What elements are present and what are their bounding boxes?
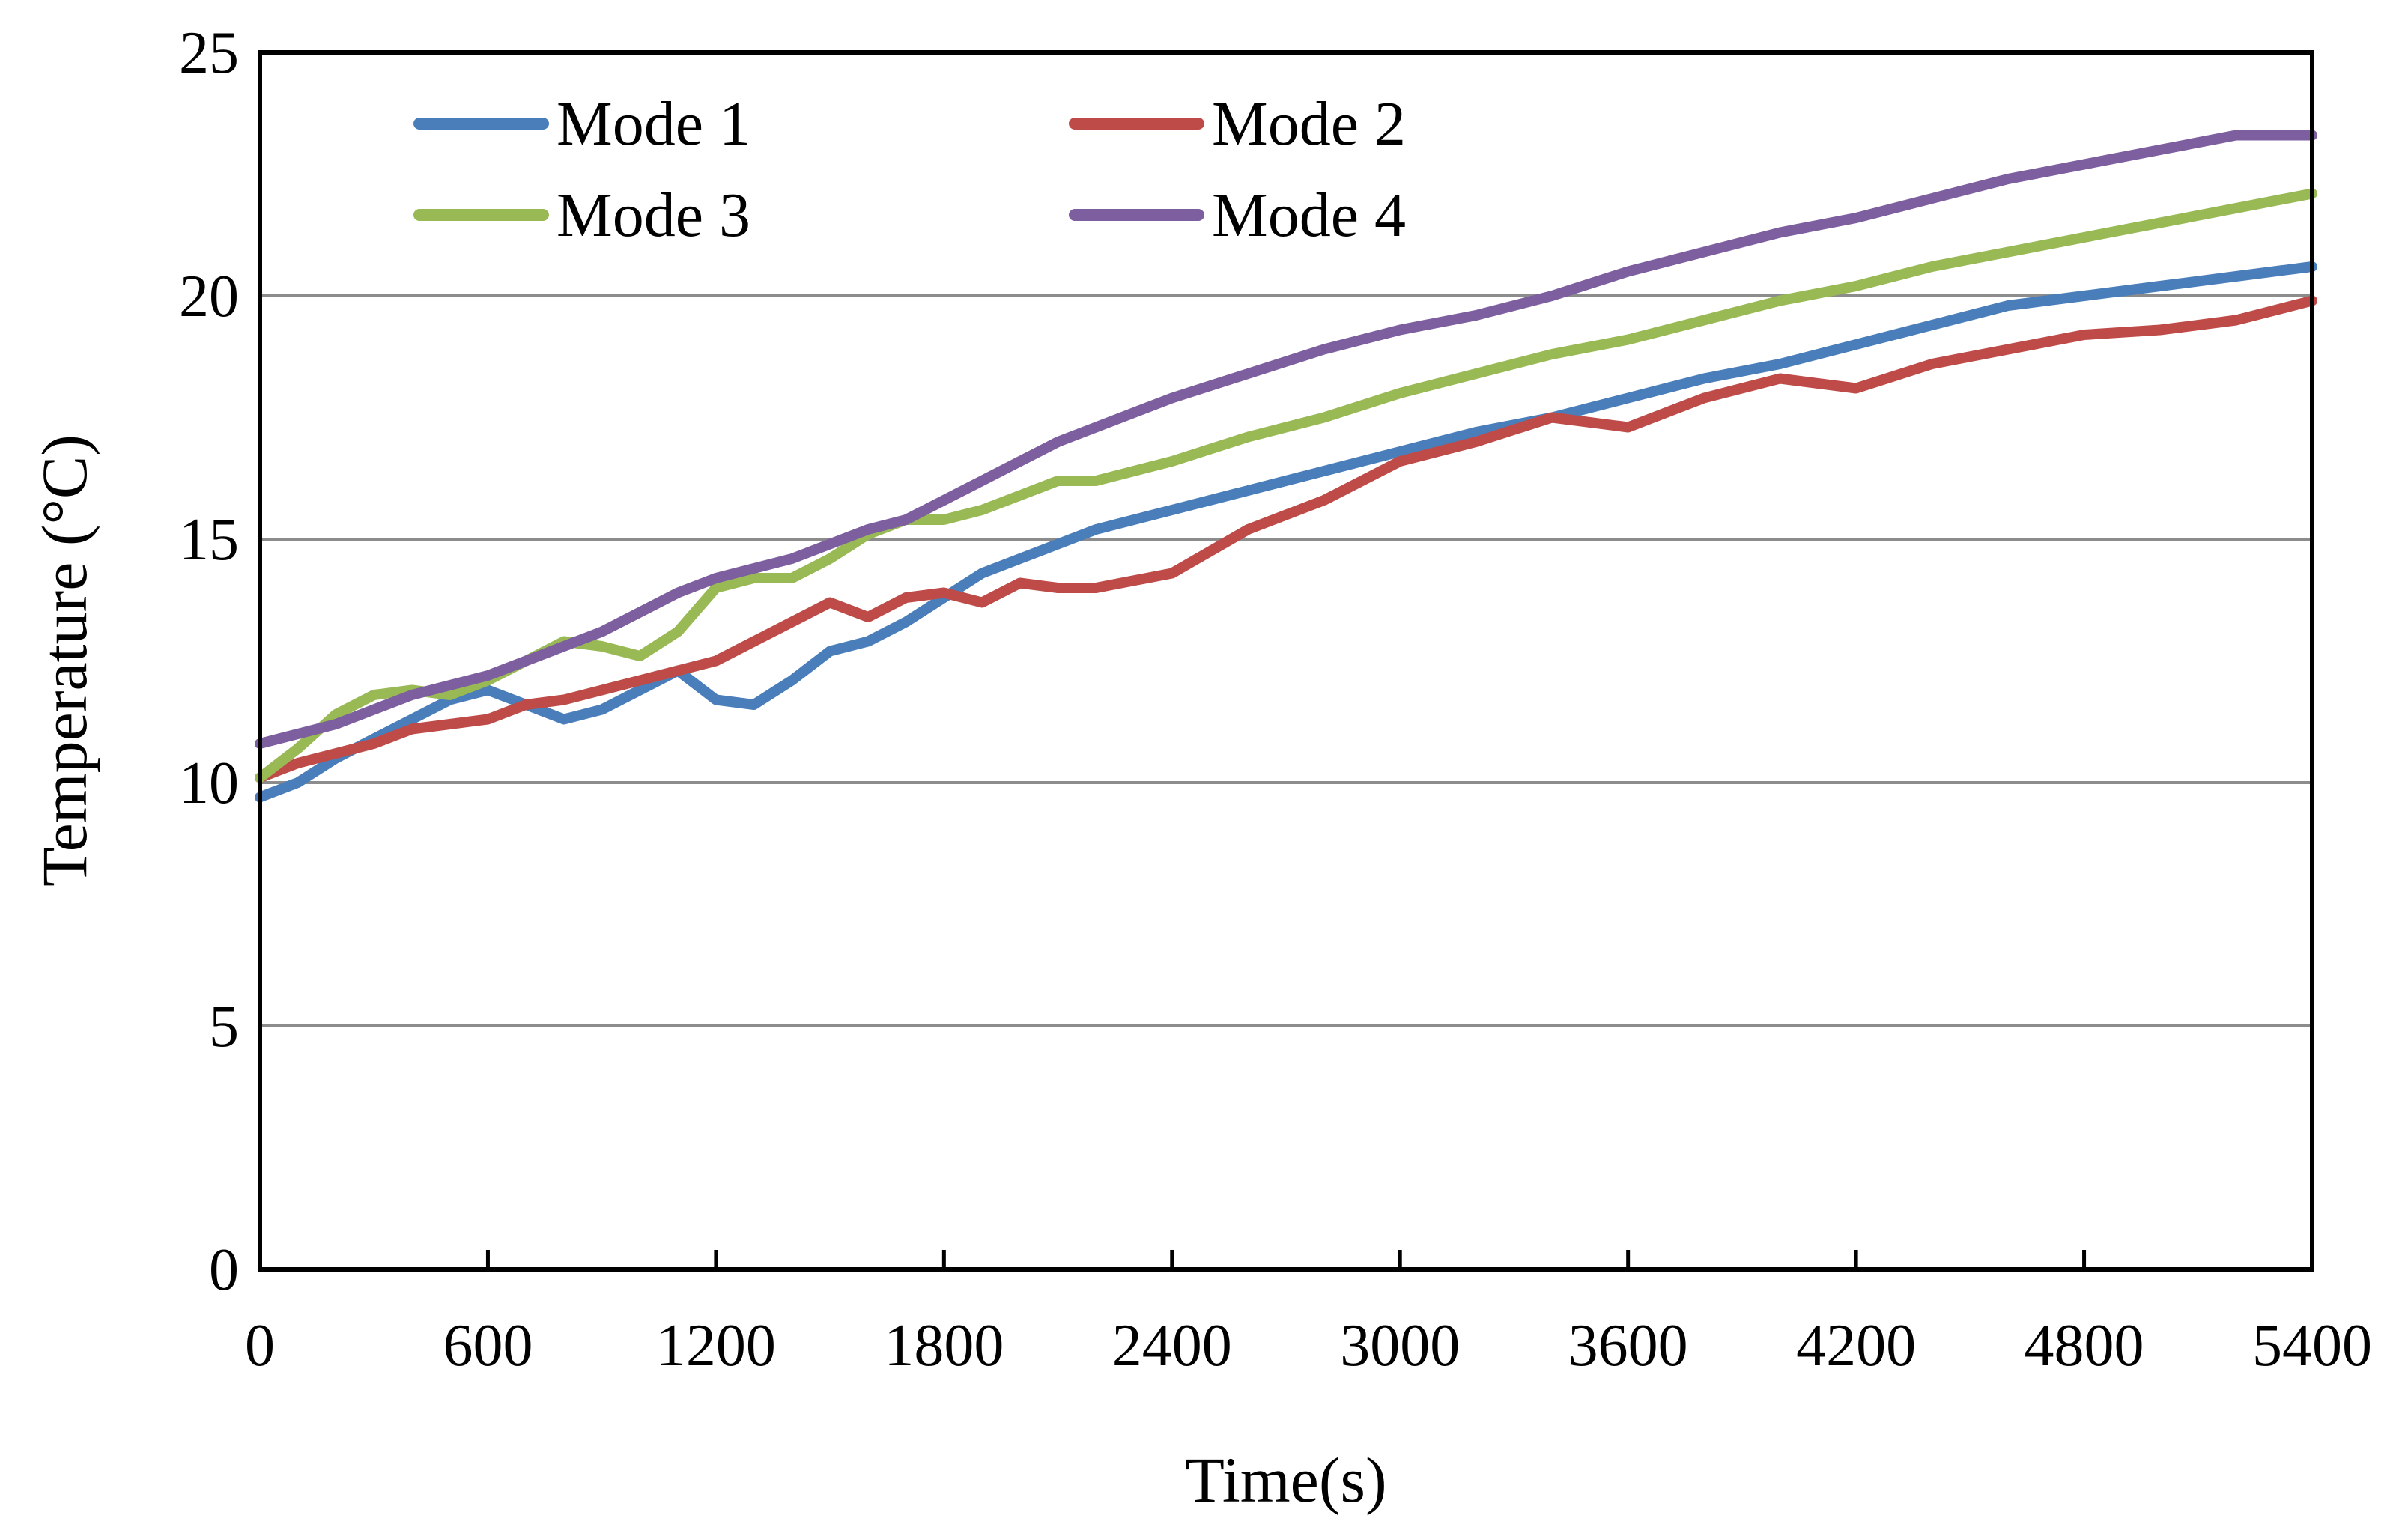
x-axis-title: Time(s) xyxy=(1185,1444,1386,1516)
legend-item-mode-2: Mode 2 xyxy=(1069,89,1406,159)
gridlines xyxy=(260,294,2312,1027)
legend-label-mode-1: Mode 1 xyxy=(556,89,750,159)
legend-label-mode-3: Mode 3 xyxy=(556,180,750,250)
legend-item-mode-3: Mode 3 xyxy=(413,180,750,250)
x-tick-label-600: 600 xyxy=(443,1313,533,1379)
x-tick-label-4800: 4800 xyxy=(2025,1313,2144,1379)
series-line-mode-2 xyxy=(255,295,2317,783)
y-axis-title: Temperature (°C) xyxy=(28,434,100,887)
y-tick-label-0: 0 xyxy=(209,1237,239,1303)
x-tick-label-1200: 1200 xyxy=(656,1313,776,1379)
y-tick-label-25: 25 xyxy=(179,20,239,86)
y-tick-label-15: 15 xyxy=(179,507,239,573)
x-tick-label-5400: 5400 xyxy=(2252,1313,2372,1379)
series-line-mode-1 xyxy=(255,261,2317,803)
plot-frame xyxy=(258,50,2314,1272)
axis-ticks: 0 5 10 15 20 25 0 600 1200 1800 2400 3000 3600 4200 48… xyxy=(179,20,2372,1379)
legend-item-mode-4: Mode 4 xyxy=(1069,180,1406,250)
x-tick-label-3600: 3600 xyxy=(1568,1313,1688,1379)
x-tick-label-1800: 1800 xyxy=(884,1313,1004,1379)
x-tick-label-2400: 2400 xyxy=(1112,1313,1232,1379)
legend-label-mode-2: Mode 2 xyxy=(1212,89,1406,159)
x-tick-label-3000: 3000 xyxy=(1340,1313,1460,1379)
y-tick-label-20: 20 xyxy=(179,264,239,330)
legend: Mode 1 Mode 2 Mode 3 Mode 4 xyxy=(413,89,1406,250)
legend-label-mode-4: Mode 4 xyxy=(1212,180,1406,250)
x-tick-label-4200: 4200 xyxy=(1796,1313,1916,1379)
y-tick-label-5: 5 xyxy=(209,994,239,1060)
x-tick-label-0: 0 xyxy=(245,1313,275,1379)
series-lines xyxy=(255,130,2317,803)
series-line-mode-4 xyxy=(255,130,2317,749)
legend-item-mode-1: Mode 1 xyxy=(413,89,750,159)
y-tick-label-10: 10 xyxy=(179,750,239,816)
